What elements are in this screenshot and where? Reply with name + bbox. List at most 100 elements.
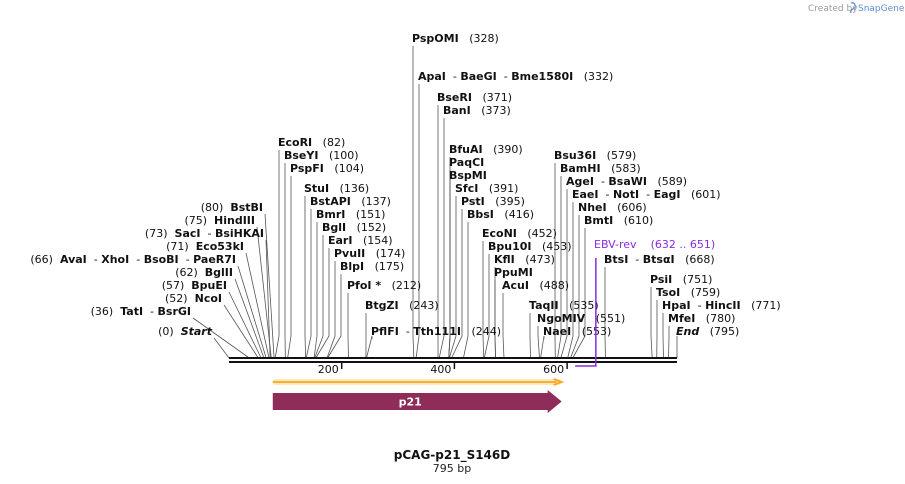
site-label-bseyi[interactable]: BseYI (100) <box>284 149 359 162</box>
site-bstbi[interactable]: (80) BstBI <box>201 201 263 214</box>
site-bspmi[interactable]: BspMI <box>449 169 487 182</box>
site-pspfi[interactable]: PspFI (104) <box>290 162 364 175</box>
site-label-bseri[interactable]: BseRI (371) <box>437 91 512 104</box>
site-eari[interactable]: EarI (154) <box>328 234 393 247</box>
site-label-saci[interactable]: (73) SacI - BsiHKAI <box>145 227 264 240</box>
site-bamhi[interactable]: BamHI (583) <box>560 162 641 175</box>
site-bpu10i[interactable]: Bpu10I (453) <box>488 240 572 253</box>
site-bani[interactable]: BanI (373) <box>443 104 511 117</box>
site-label-bstbi[interactable]: (80) BstBI <box>201 201 263 214</box>
site-label-bpuei[interactable]: (57) BpuEI <box>162 279 227 292</box>
site-bglii[interactable]: (62) BglII <box>175 266 233 279</box>
site-pflfi[interactable]: PflFI - Tth111I (244) <box>371 325 501 338</box>
site-sfci[interactable]: SfcI (391) <box>455 182 518 195</box>
site-pfoi[interactable]: PfoI * (212) <box>347 279 421 292</box>
site-mfei[interactable]: MfeI (780) <box>668 312 735 325</box>
site-label-kfli[interactable]: KflI (473) <box>494 253 555 266</box>
site-label-psii[interactable]: PsiI (751) <box>650 273 712 286</box>
site-label-pvuii[interactable]: PvuII (174) <box>334 247 405 260</box>
site-psii[interactable]: PsiI (751) <box>650 273 712 286</box>
site-agei[interactable]: AgeI - BsaWI (589) <box>566 175 687 188</box>
site-kfli[interactable]: KflI (473) <box>494 253 555 266</box>
site-label-btsi[interactable]: BtsI - BtsαI (668) <box>604 253 715 266</box>
site-tsoi[interactable]: TsoI (759) <box>656 286 720 299</box>
site-end[interactable]: End (795) <box>676 325 739 338</box>
site-label-agei[interactable]: AgeI - BsaWI (589) <box>566 175 687 188</box>
site-label-eari[interactable]: EarI (154) <box>328 234 393 247</box>
site-blpi[interactable]: BlpI (175) <box>340 260 404 273</box>
site-bseri[interactable]: BseRI (371) <box>437 91 512 104</box>
gene-arrow-p21[interactable] <box>272 390 562 413</box>
site-label-bmri[interactable]: BmrI (151) <box>316 208 385 221</box>
site-acui[interactable]: AcuI (488) <box>502 279 569 292</box>
primer-label[interactable]: EBV-rev (632 .. 651) <box>594 238 715 251</box>
site-label-start[interactable]: (0) Start <box>158 325 213 338</box>
site-label-stui[interactable]: StuI (136) <box>304 182 369 195</box>
site-label-bmti[interactable]: BmtI (610) <box>584 214 653 227</box>
site-stui[interactable]: StuI (136) <box>304 182 369 195</box>
site-label-econi[interactable]: EcoNI (452) <box>482 227 557 240</box>
site-label-bani[interactable]: BanI (373) <box>443 104 511 117</box>
site-label-acui[interactable]: AcuI (488) <box>502 279 569 292</box>
site-label-pflfi[interactable]: PflFI - Tth111I (244) <box>371 325 501 338</box>
site-bsu36i[interactable]: Bsu36I (579) <box>554 149 636 162</box>
site-nhei[interactable]: NheI (606) <box>578 201 647 214</box>
site-bmti[interactable]: BmtI (610) <box>584 214 653 227</box>
site-bmri[interactable]: BmrI (151) <box>316 208 385 221</box>
site-label-psti[interactable]: PstI (395) <box>461 195 525 208</box>
site-bfuai[interactable]: BfuAI (390) <box>449 143 523 156</box>
site-eco53ki[interactable]: (71) Eco53kI <box>166 240 244 253</box>
site-ecori[interactable]: EcoRI (82) <box>278 136 345 149</box>
site-bgli[interactable]: BglI (152) <box>322 221 386 234</box>
site-label-avai[interactable]: (66) AvaI - XhoI - BsoBI - PaeR7I <box>30 253 236 266</box>
site-eaei[interactable]: EaeI - NotI - EagI (601) <box>572 188 721 201</box>
site-ppumi[interactable]: PpuMI <box>494 266 533 279</box>
site-label-bstapi[interactable]: BstAPI (137) <box>310 195 391 208</box>
site-avai[interactable]: (66) AvaI - XhoI - BsoBI - PaeR7I <box>30 253 236 266</box>
site-label-naei[interactable]: NaeI (553) <box>543 325 611 338</box>
site-label-ppumi[interactable]: PpuMI <box>494 266 533 279</box>
site-btgzi[interactable]: BtgZI (243) <box>365 299 439 312</box>
site-label-bsu36i[interactable]: Bsu36I (579) <box>554 149 636 162</box>
orf-arrow[interactable] <box>272 378 565 386</box>
site-econi[interactable]: EcoNI (452) <box>482 227 557 240</box>
site-label-nhei[interactable]: NheI (606) <box>578 201 647 214</box>
site-apai[interactable]: ApaI - BaeGI - Bme1580I (332) <box>418 70 613 83</box>
site-hpai[interactable]: HpaI - HincII (771) <box>662 299 781 312</box>
site-label-pfoi[interactable]: PfoI * (212) <box>347 279 421 292</box>
site-label-hindiii[interactable]: (75) HindIII <box>184 214 255 227</box>
site-label-bspmi[interactable]: BspMI <box>449 169 487 182</box>
site-label-pspfi[interactable]: PspFI (104) <box>290 162 364 175</box>
site-label-bgli[interactable]: BglI (152) <box>322 221 386 234</box>
site-label-tati[interactable]: (36) TatI - BsrGI <box>91 305 191 318</box>
site-label-paqci[interactable]: PaqCI <box>449 156 484 169</box>
site-label-bamhi[interactable]: BamHI (583) <box>560 162 641 175</box>
site-label-bbsi[interactable]: BbsI (416) <box>467 208 534 221</box>
site-label-hpai[interactable]: HpaI - HincII (771) <box>662 299 781 312</box>
site-bstapi[interactable]: BstAPI (137) <box>310 195 391 208</box>
site-label-bfuai[interactable]: BfuAI (390) <box>449 143 523 156</box>
site-naei[interactable]: NaeI (553) <box>543 325 611 338</box>
site-ncoi[interactable]: (52) NcoI <box>165 292 222 305</box>
site-bbsi[interactable]: BbsI (416) <box>467 208 534 221</box>
site-pspomi[interactable]: PspOMI (328) <box>412 32 499 45</box>
site-ngomiv[interactable]: NgoMIV (551) <box>537 312 625 325</box>
primer-arrow-ebv-rev[interactable] <box>575 258 597 367</box>
site-saci[interactable]: (73) SacI - BsiHKAI <box>145 227 264 240</box>
site-label-ecori[interactable]: EcoRI (82) <box>278 136 345 149</box>
site-hindiii[interactable]: (75) HindIII <box>184 214 255 227</box>
site-label-mfei[interactable]: MfeI (780) <box>668 312 735 325</box>
site-pvuii[interactable]: PvuII (174) <box>334 247 405 260</box>
site-label-bpu10i[interactable]: Bpu10I (453) <box>488 240 572 253</box>
site-label-tsoi[interactable]: TsoI (759) <box>656 286 720 299</box>
site-label-btgzi[interactable]: BtgZI (243) <box>365 299 439 312</box>
site-btsi[interactable]: BtsI - BtsαI (668) <box>604 253 715 266</box>
site-label-eaei[interactable]: EaeI - NotI - EagI (601) <box>572 188 721 201</box>
site-label-ngomiv[interactable]: NgoMIV (551) <box>537 312 625 325</box>
site-label-pspomi[interactable]: PspOMI (328) <box>412 32 499 45</box>
site-label-apai[interactable]: ApaI - BaeGI - Bme1580I (332) <box>418 70 613 83</box>
site-label-ncoi[interactable]: (52) NcoI <box>165 292 222 305</box>
site-label-sfci[interactable]: SfcI (391) <box>455 182 518 195</box>
site-label-eco53ki[interactable]: (71) Eco53kI <box>166 240 244 253</box>
site-paqci[interactable]: PaqCI <box>449 156 484 169</box>
